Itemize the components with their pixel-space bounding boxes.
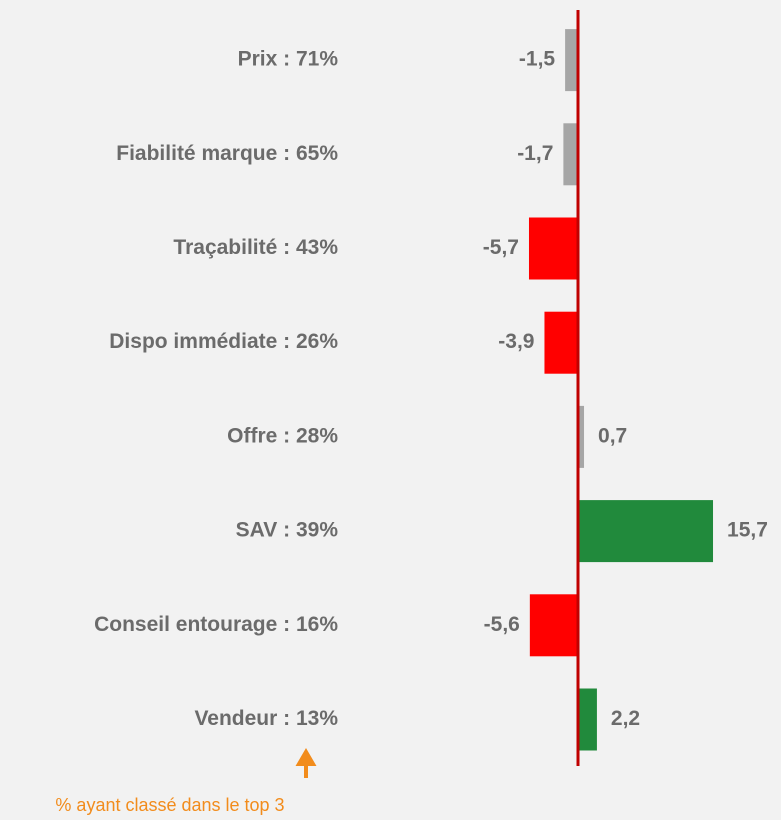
value-label: 2,2	[611, 707, 640, 730]
bar	[578, 405, 585, 468]
category-label: Vendeur : 13%	[194, 707, 338, 730]
category-label: Fiabilité marque : 65%	[116, 142, 338, 165]
bar	[565, 29, 578, 92]
bar	[578, 500, 714, 563]
category-label: Prix : 71%	[238, 48, 339, 71]
value-label: -1,5	[519, 48, 556, 71]
bar	[544, 311, 578, 374]
category-label: Dispo immédiate : 26%	[109, 330, 338, 353]
bar	[563, 123, 578, 186]
bar	[529, 594, 578, 657]
bar	[578, 688, 597, 751]
arrow	[295, 748, 317, 778]
category-label: Traçabilité : 43%	[173, 236, 338, 259]
category-label: Offre : 28%	[227, 424, 338, 447]
value-label: -5,6	[484, 613, 520, 636]
bar	[528, 217, 578, 280]
value-label: -3,9	[498, 330, 534, 353]
value-label: 0,7	[598, 424, 627, 447]
value-label: -5,7	[483, 236, 519, 259]
value-label: -1,7	[517, 142, 553, 165]
category-label: Conseil entourage : 16%	[94, 613, 338, 636]
annotation: % ayant classé dans le top 3	[55, 795, 284, 815]
value-label: 15,7	[727, 519, 768, 542]
category-label: SAV : 39%	[236, 519, 339, 542]
